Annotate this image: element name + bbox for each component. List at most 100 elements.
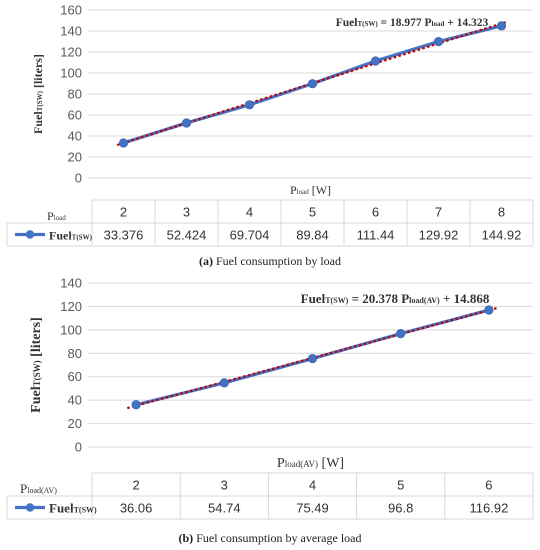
category-label: 2 (132, 478, 139, 493)
data-point (244, 100, 255, 110)
trendline-equation-part: + 14.868 (440, 291, 490, 306)
trendline-equation: FuelT(SW) = 20.378 Pload(AV) + 14.868 (301, 291, 490, 306)
data-point (433, 36, 444, 47)
data-value-label: 96.8 (388, 501, 413, 516)
table-header-label-subscript: load(AV) (27, 486, 57, 495)
category-label: 3 (221, 478, 228, 493)
trendline-equation-part: Fuel (301, 291, 326, 306)
x-axis-label-part: [W] (318, 456, 344, 471)
figure-caption: (b) Fuel consumption by average load (179, 531, 362, 545)
data-point (307, 79, 318, 89)
y-tick-label: 100 (60, 322, 82, 337)
data-value-label: 33.376 (104, 228, 144, 243)
y-tick-label: 160 (60, 3, 82, 18)
y-tick-label: 20 (68, 150, 82, 165)
y-axis-label-part: [liters] (31, 54, 45, 91)
legend-marker (25, 503, 35, 512)
y-axis-label-subscript: T(SW) (32, 360, 42, 386)
y-tick-label: 120 (60, 45, 82, 60)
figure-caption: (a) Fuel consumption by load (199, 254, 341, 268)
legend-label-part: Fuel (49, 229, 72, 243)
caption-text: Fuel consumption by load (213, 254, 341, 268)
y-axis-label-part: Fuel (29, 386, 44, 413)
trendline-equation-part: + 14.323 (444, 17, 488, 29)
data-point (370, 56, 381, 66)
trendline-equation-subscript: T(SW) (325, 296, 348, 305)
caption-label: (a) (199, 254, 213, 268)
table-header-label: Pload (47, 209, 66, 223)
y-axis-label-part: Fuel (31, 111, 45, 134)
legend-label-subscript: T(SW) (72, 234, 93, 242)
category-label: 3 (183, 205, 190, 220)
caption-text: Fuel consumption by average load (193, 531, 361, 545)
x-axis-label: Pload(AV) [W] (277, 456, 344, 471)
category-label: 7 (435, 205, 442, 220)
trendline-equation-subscript: load (432, 20, 445, 28)
caption-label: (b) (179, 531, 194, 545)
y-tick-label: 80 (68, 346, 82, 361)
x-axis-label-part: P (277, 456, 285, 471)
legend-label-part: Fuel (49, 501, 74, 516)
y-tick-label: 0 (75, 171, 82, 186)
category-label: 2 (120, 205, 127, 220)
y-tick-label: 0 (75, 440, 82, 455)
legend-label: FuelT(SW) (49, 501, 97, 516)
data-value-label: 75.49 (296, 501, 329, 516)
y-tick-label: 40 (68, 393, 82, 408)
data-value-label: 111.44 (357, 228, 395, 243)
data-point (131, 400, 141, 410)
trendline-equation-part: = 18.977 P (378, 17, 432, 29)
trendline-equation-part: = 20.378 P (348, 291, 409, 306)
y-tick-label: 60 (68, 369, 82, 384)
data-point (219, 378, 229, 388)
data-value-label: 54.74 (208, 501, 241, 516)
data-point (307, 353, 318, 364)
y-axis-label: FuelT(SW) [liters] (29, 317, 44, 413)
category-label: 4 (309, 478, 316, 493)
trendline-equation: FuelT(SW) = 18.977 Pload + 14.323 (336, 17, 489, 29)
data-value-label: 144.92 (482, 228, 522, 243)
y-axis-label-subscript: T(SW) (36, 90, 44, 111)
category-label: 8 (498, 205, 505, 220)
x-axis-label-part: [W] (309, 183, 331, 197)
x-axis-label-subscript: load (297, 188, 310, 196)
y-tick-label: 140 (60, 276, 82, 291)
data-value-label: 69.704 (230, 228, 270, 243)
table-header-label-part: P (47, 209, 54, 223)
category-label: 5 (309, 205, 316, 220)
data-point (484, 305, 494, 315)
data-value-label: 129.92 (419, 228, 459, 243)
category-label: 6 (372, 205, 379, 220)
data-value-label: 89.84 (296, 228, 329, 243)
data-point (496, 21, 507, 31)
y-tick-label: 60 (68, 108, 82, 123)
y-axis-label-part: [liters] (29, 317, 44, 360)
y-tick-label: 80 (68, 87, 82, 102)
y-tick-label: 100 (60, 66, 82, 81)
data-point (396, 329, 406, 339)
data-value-label: 36.06 (120, 501, 153, 516)
data-point (181, 118, 192, 128)
data-point (118, 138, 129, 148)
legend-label: FuelT(SW) (49, 229, 93, 243)
category-label: 5 (397, 478, 404, 493)
table-header-label-part: P (20, 481, 27, 496)
y-tick-label: 120 (60, 299, 82, 314)
trendline-equation-part: Fuel (336, 17, 358, 29)
x-axis-label: Pload [W] (290, 183, 331, 197)
legend-label-subscript: T(SW) (74, 506, 97, 515)
legend-marker (25, 230, 35, 239)
trendline-equation-subscript: load(AV) (409, 296, 440, 305)
table-header-label: Pload(AV) (20, 481, 57, 496)
y-tick-label: 20 (68, 416, 82, 431)
x-axis-label-subscript: load(AV) (285, 459, 318, 469)
x-axis-label-part: P (290, 183, 297, 197)
y-tick-label: 140 (60, 24, 82, 39)
y-tick-label: 40 (68, 129, 82, 144)
category-label: 6 (485, 478, 492, 493)
data-value-label: 116.92 (470, 501, 509, 516)
category-label: 4 (246, 205, 253, 220)
